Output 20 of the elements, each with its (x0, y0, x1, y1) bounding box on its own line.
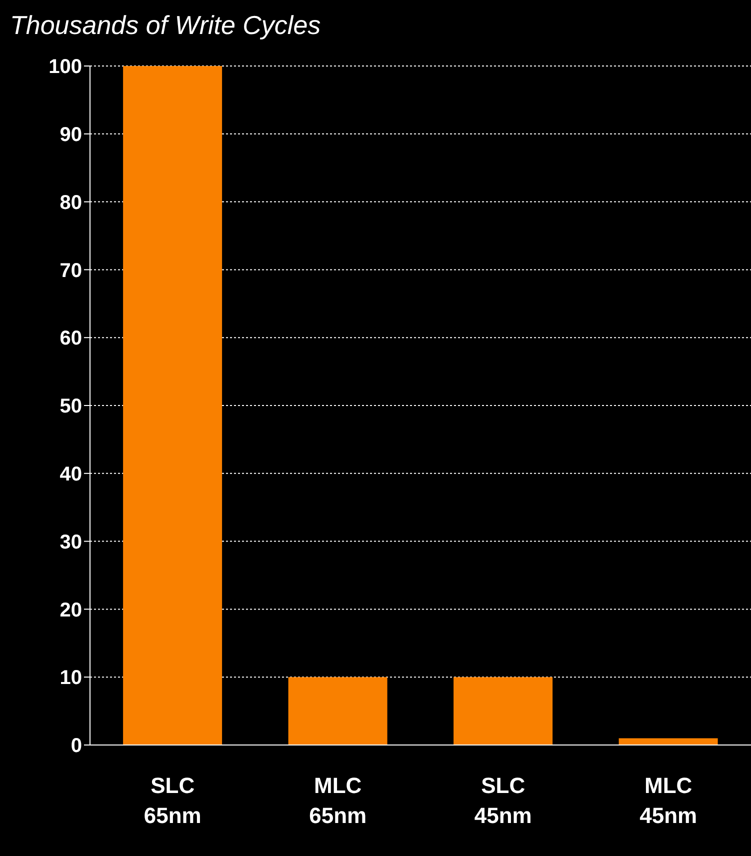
y-tick-label: 100 (48, 56, 82, 78)
x-tick-label: MLC 45nm (640, 773, 698, 828)
bar (618, 738, 718, 745)
bar (454, 677, 553, 745)
chart-title: Thousands of Write Cycles (10, 10, 321, 41)
x-tick-label: SLC 45nm (474, 773, 532, 828)
y-tick-label: 10 (60, 667, 82, 690)
y-tick-label: 70 (60, 260, 82, 282)
y-tick-label: 90 (60, 124, 82, 146)
y-tick-label: 80 (60, 192, 82, 214)
x-tick-label: MLC 65nm (309, 773, 367, 828)
y-tick-label: 60 (60, 328, 82, 350)
bar (123, 66, 222, 745)
y-tick-label: 20 (60, 599, 82, 622)
y-tick-label: 0 (70, 735, 82, 758)
x-tick-label: SLC 65nm (144, 773, 202, 828)
y-tick-label: 30 (60, 531, 82, 554)
y-tick-label: 40 (60, 464, 82, 486)
y-tick-label: 50 (60, 396, 82, 418)
bar (288, 677, 388, 745)
